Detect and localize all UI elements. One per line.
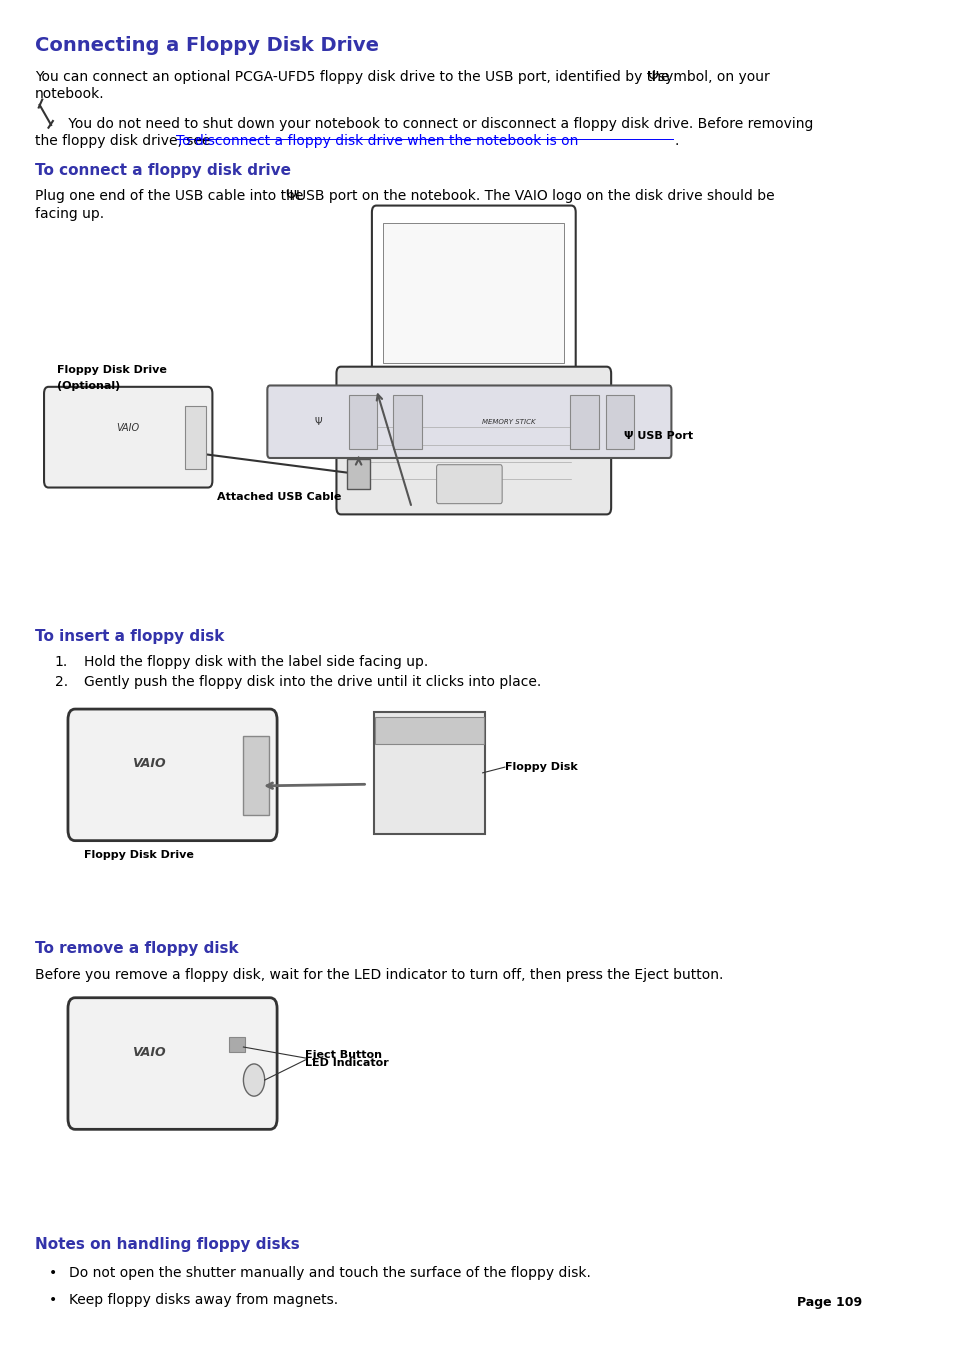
Text: To insert a floppy disk: To insert a floppy disk — [35, 628, 224, 643]
FancyBboxPatch shape — [68, 709, 276, 840]
FancyBboxPatch shape — [393, 394, 421, 449]
Text: Floppy Disk: Floppy Disk — [504, 762, 577, 773]
Text: symbol, on your: symbol, on your — [658, 70, 769, 84]
FancyBboxPatch shape — [383, 223, 563, 362]
Text: To remove a floppy disk: To remove a floppy disk — [35, 942, 238, 957]
Text: You can connect an optional PCGA-UFD5 floppy disk drive to the USB port, identif: You can connect an optional PCGA-UFD5 fl… — [35, 70, 669, 84]
Text: Eject Button: Eject Button — [305, 1050, 382, 1061]
FancyBboxPatch shape — [44, 386, 213, 488]
FancyBboxPatch shape — [347, 459, 370, 489]
Text: Plug one end of the USB cable into the: Plug one end of the USB cable into the — [35, 189, 303, 204]
Text: Connecting a Floppy Disk Drive: Connecting a Floppy Disk Drive — [35, 36, 378, 55]
Text: LED Indicator: LED Indicator — [305, 1058, 389, 1069]
Text: MEMORY STICK: MEMORY STICK — [482, 419, 536, 424]
Text: •: • — [49, 1266, 56, 1281]
FancyBboxPatch shape — [242, 736, 269, 815]
Text: To disconnect a floppy disk drive when the notebook is on: To disconnect a floppy disk drive when t… — [176, 134, 578, 149]
Circle shape — [243, 1065, 264, 1096]
Text: VAIO: VAIO — [132, 1046, 166, 1059]
Text: .: . — [674, 134, 679, 149]
FancyBboxPatch shape — [605, 394, 634, 449]
FancyBboxPatch shape — [349, 394, 376, 449]
Text: To connect a floppy disk drive: To connect a floppy disk drive — [35, 162, 291, 177]
Text: the floppy disk drive, see: the floppy disk drive, see — [35, 134, 214, 149]
FancyBboxPatch shape — [336, 366, 611, 515]
Text: Keep floppy disks away from magnets.: Keep floppy disks away from magnets. — [69, 1293, 337, 1308]
FancyBboxPatch shape — [68, 998, 276, 1129]
FancyBboxPatch shape — [229, 1036, 245, 1051]
Text: (Optional): (Optional) — [57, 381, 120, 390]
Text: Ψ: Ψ — [314, 416, 322, 427]
FancyBboxPatch shape — [185, 405, 206, 469]
Text: Ψ: Ψ — [285, 189, 295, 204]
Text: •: • — [49, 1293, 56, 1308]
FancyBboxPatch shape — [372, 205, 575, 380]
Text: notebook.: notebook. — [35, 88, 105, 101]
Text: VAIO: VAIO — [132, 758, 166, 770]
Text: You do not need to shut down your notebook to connect or disconnect a floppy dis: You do not need to shut down your notebo… — [64, 118, 812, 131]
Text: Notes on handling floppy disks: Notes on handling floppy disks — [35, 1236, 299, 1252]
FancyBboxPatch shape — [374, 712, 485, 834]
Text: Gently push the floppy disk into the drive until it clicks into place.: Gently push the floppy disk into the dri… — [84, 676, 540, 689]
Text: VAIO: VAIO — [116, 423, 140, 434]
Text: USB port on the notebook. The VAIO logo on the disk drive should be: USB port on the notebook. The VAIO logo … — [295, 189, 774, 204]
FancyBboxPatch shape — [570, 394, 598, 449]
Text: Attached USB Cable: Attached USB Cable — [216, 492, 341, 501]
Text: Floppy Disk Drive: Floppy Disk Drive — [57, 365, 167, 374]
FancyBboxPatch shape — [375, 717, 483, 744]
Text: Hold the floppy disk with the label side facing up.: Hold the floppy disk with the label side… — [84, 655, 428, 669]
Text: facing up.: facing up. — [35, 207, 104, 222]
Text: Before you remove a floppy disk, wait for the LED indicator to turn off, then pr: Before you remove a floppy disk, wait fo… — [35, 969, 722, 982]
Text: Page 109: Page 109 — [796, 1296, 861, 1309]
FancyBboxPatch shape — [267, 385, 671, 458]
Text: 1.: 1. — [54, 655, 68, 669]
Text: 2.: 2. — [54, 676, 68, 689]
Text: Ψ USB Port: Ψ USB Port — [624, 431, 693, 440]
FancyBboxPatch shape — [436, 465, 501, 504]
Text: Floppy Disk Drive: Floppy Disk Drive — [84, 850, 193, 861]
Text: Do not open the shutter manually and touch the surface of the floppy disk.: Do not open the shutter manually and tou… — [69, 1266, 590, 1281]
Text: Ψ: Ψ — [647, 70, 658, 84]
